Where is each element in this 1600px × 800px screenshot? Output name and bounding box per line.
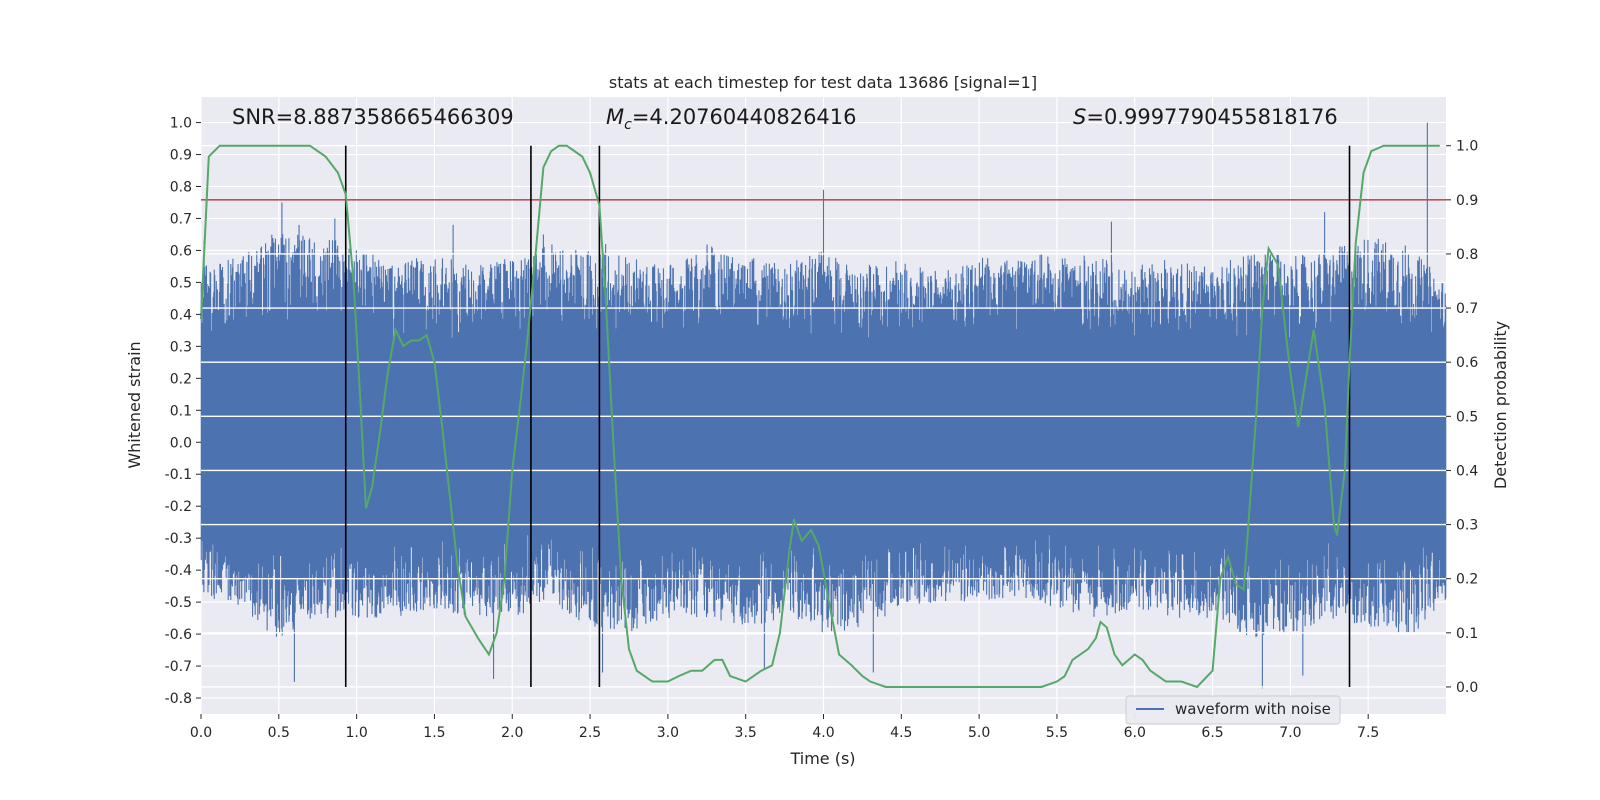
right-y-tick-label: 0.1 [1456, 626, 1478, 642]
right-y-axis-ticks: 0.0 0.1 0.2 0.3 0.4 0.5 0.6 0.7 0.8 0.9 1.0 [1446, 139, 1478, 696]
right-y-tick-label: 0.4 [1456, 463, 1478, 479]
right-y-axis-label: Detection probability [1491, 321, 1510, 489]
left-y-tick-label: -0.7 [165, 659, 192, 675]
left-y-tick-label: 0.0 [170, 435, 192, 451]
detection-probability-line [200, 144, 1440, 689]
left-y-tick-label: 0.9 [170, 148, 192, 164]
left-y-tick-label: 1.0 [170, 116, 192, 132]
left-y-tick-label: -0.3 [165, 531, 192, 547]
right-y-tick-label: 0.8 [1456, 247, 1478, 263]
left-y-tick-label: -0.2 [165, 499, 192, 515]
chirp-mass-subscript: c [624, 117, 632, 133]
right-y-tick-label: 0.9 [1456, 193, 1478, 209]
x-tick-label: 0.5 [268, 725, 290, 741]
left-y-tick-label: 0.8 [170, 180, 192, 196]
x-tick-label: 4.0 [812, 725, 834, 741]
left-y-tick-label: 0.1 [170, 403, 192, 419]
left-y-axis-label: Whitened strain [125, 341, 144, 468]
x-tick-label: 4.5 [890, 725, 912, 741]
left-y-tick-label: -0.1 [165, 467, 192, 483]
x-axis-label: Time (s) [789, 749, 855, 768]
x-tick-label: 7.5 [1357, 725, 1379, 741]
chart-title: stats at each timestep for test data 136… [609, 73, 1037, 92]
x-tick-label: 2.5 [579, 725, 601, 741]
s-value: =0.9997790455818176 [1086, 105, 1337, 129]
chirp-mass-annotation: Mc=4.20760440826416 [606, 105, 857, 133]
x-tick-label: 6.0 [1124, 725, 1146, 741]
vertical-marker-lines [344, 145, 1351, 687]
left-y-tick-label: 0.7 [170, 211, 192, 227]
right-y-tick-label: 0.6 [1456, 355, 1478, 371]
x-tick-label: 6.5 [1201, 725, 1223, 741]
left-y-tick-label: -0.5 [165, 595, 192, 611]
x-tick-label: 7.0 [1279, 725, 1301, 741]
chirp-mass-value: =4.20760440826416 [632, 105, 857, 129]
left-y-tick-label: 0.4 [170, 307, 192, 323]
x-tick-label: 2.0 [501, 725, 523, 741]
x-tick-label: 3.0 [657, 725, 679, 741]
right-y-tick-label: 1.0 [1456, 139, 1478, 155]
waveform-dense-band [201, 365, 1446, 507]
left-y-tick-label: 0.3 [170, 339, 192, 355]
chirp-mass-symbol: M [606, 105, 624, 129]
x-tick-label: 1.5 [423, 725, 445, 741]
right-y-tick-label: 0.0 [1456, 680, 1478, 696]
left-y-tick-label: 0.2 [170, 371, 192, 387]
legend-box [1125, 695, 1341, 725]
right-y-tick-label: 0.5 [1456, 409, 1478, 425]
x-axis-ticks: 0.0 0.5 1.0 1.5 2.0 2.5 3.0 3.5 4.0 4.5 5.0 5.5 6.0 6… [190, 714, 1379, 741]
left-y-tick-label: -0.4 [165, 563, 192, 579]
waveform-series [200, 122, 1447, 689]
legend: waveform with noise [1125, 695, 1341, 725]
left-y-tick-label: 0.5 [170, 275, 192, 291]
legend-label-waveform: waveform with noise [1175, 700, 1331, 718]
left-y-tick-label: -0.6 [165, 627, 192, 643]
right-y-tick-label: 0.2 [1456, 572, 1478, 588]
right-y-tick-label: 0.7 [1456, 301, 1478, 317]
s-annotation: S=0.9997790455818176 [1073, 105, 1338, 129]
right-y-tick-label: 0.3 [1456, 518, 1478, 534]
x-tick-label: 1.0 [345, 725, 367, 741]
s-symbol: S [1073, 105, 1086, 129]
left-y-tick-label: -0.8 [165, 691, 192, 707]
x-tick-label: 3.5 [735, 725, 757, 741]
x-tick-label: 0.0 [190, 725, 212, 741]
x-tick-label: 5.5 [1046, 725, 1068, 741]
left-y-axis-ticks: -0.8 -0.7 -0.6 -0.5 -0.4 -0.3 -0.2 -0.1 0.0 0.1 0.… [165, 116, 201, 707]
snr-annotation: SNR=8.887358665466309 [232, 105, 514, 129]
left-y-tick-label: 0.6 [170, 243, 192, 259]
x-tick-label: 5.0 [968, 725, 990, 741]
